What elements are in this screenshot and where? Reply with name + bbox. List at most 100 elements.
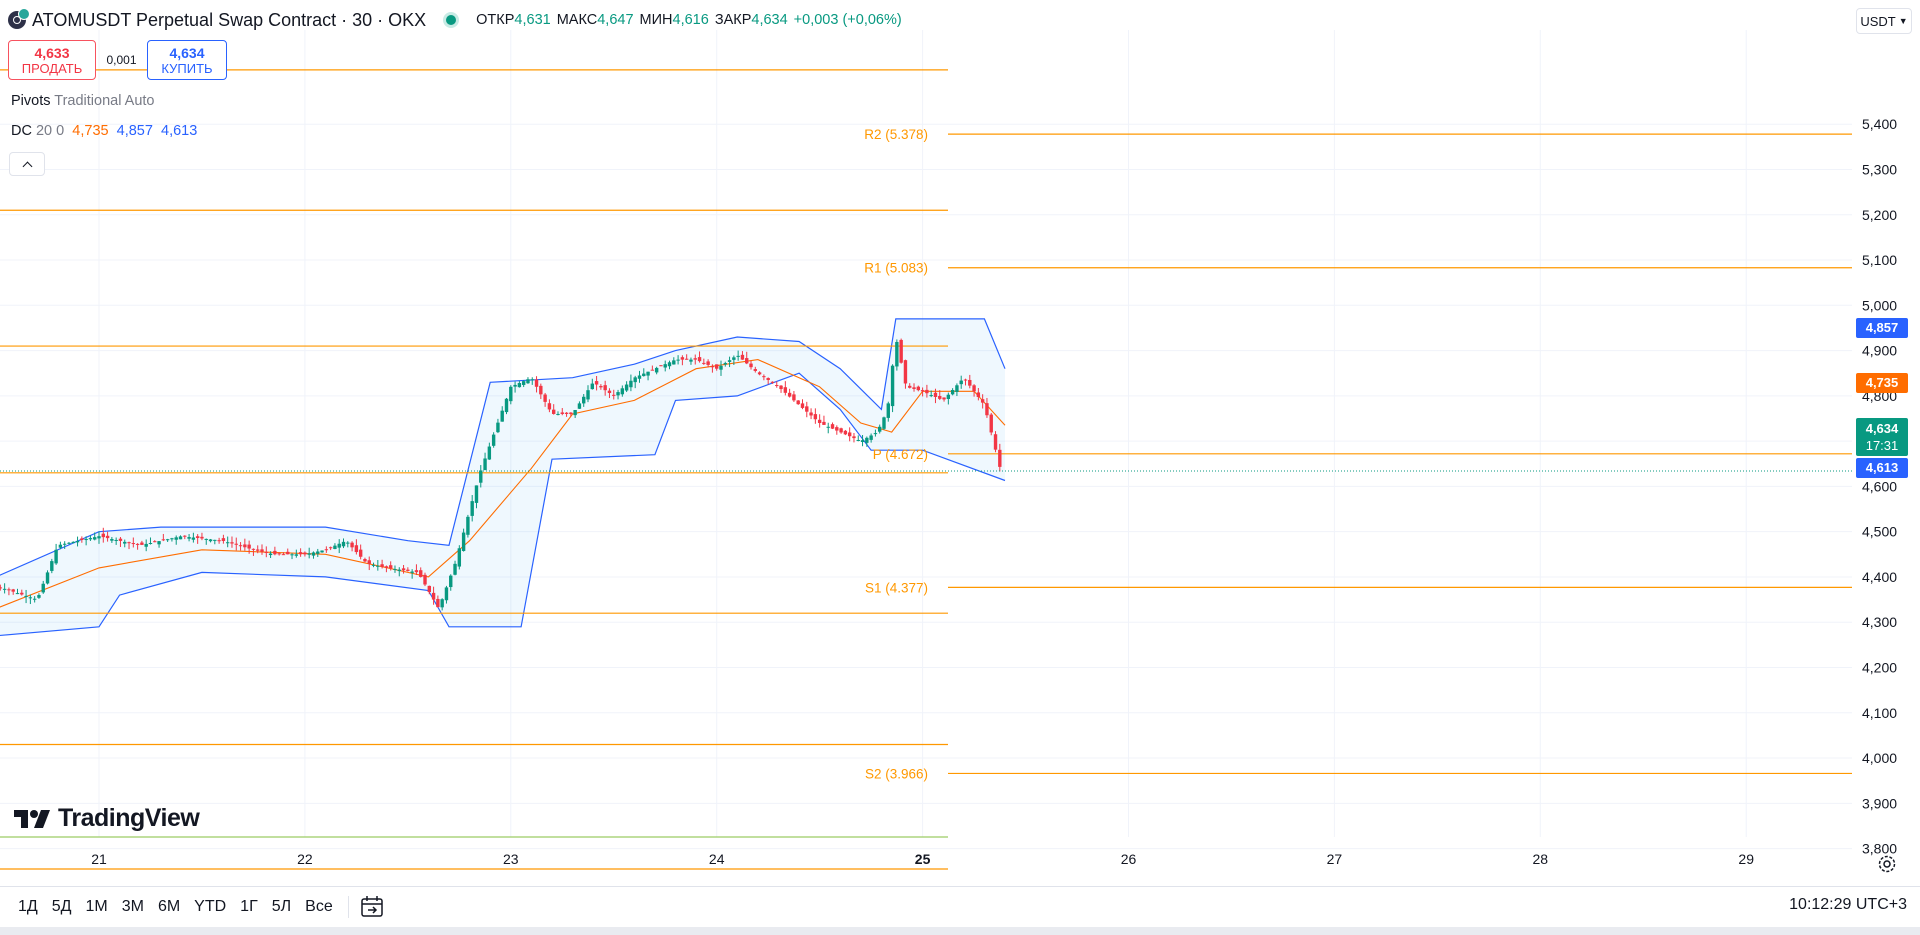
candle-body — [346, 542, 350, 544]
ohlc-values: ОТКР 4,631 МАКС 4,647 МИН 4,616 ЗАКР 4,634 +… — [470, 12, 902, 28]
candle-body — [659, 365, 663, 367]
last-price-value: 4,634 — [1865, 421, 1899, 436]
candle-body — [882, 417, 886, 429]
candle-body — [684, 358, 689, 360]
candle-body — [414, 570, 419, 573]
candle-body — [337, 543, 341, 548]
candle-body — [268, 553, 273, 556]
price-chart[interactable]: R2 (5.378) R1 (5.083) P (4.672) S1 (4.377) S… — [0, 0, 1920, 886]
candle-body — [805, 406, 809, 412]
candle-body — [612, 394, 616, 396]
candle-body — [599, 386, 603, 388]
pivot-level-label: R2 (5.378) — [864, 127, 928, 142]
candle-body — [551, 409, 556, 414]
candle-body — [470, 501, 474, 516]
candle-body — [543, 394, 547, 402]
candle-body — [251, 548, 256, 550]
currency-label: USDT — [1860, 13, 1896, 29]
candle-body — [363, 559, 367, 562]
candle-body — [732, 357, 736, 360]
bar-countdown: 17:31 — [1865, 438, 1899, 453]
candle-body — [37, 595, 41, 598]
calendar-goto-icon[interactable] — [359, 894, 385, 920]
collapse-legend-button[interactable] — [9, 152, 45, 176]
candle-body — [762, 376, 766, 378]
candle-body — [629, 380, 633, 388]
dc-upper-price-tag: 4,857 — [1856, 318, 1908, 338]
candle-body — [650, 369, 655, 371]
candle-body — [11, 589, 15, 592]
candle-body — [307, 553, 311, 555]
candle-body — [942, 397, 946, 400]
range-1y-button[interactable]: 1Г — [240, 897, 258, 915]
range-3m-button[interactable]: 3М — [121, 897, 144, 915]
candle-body — [294, 554, 299, 556]
market-status-icon[interactable] — [446, 15, 457, 25]
candle-body — [509, 386, 513, 402]
sell-button[interactable]: 4,633 ПРОДАТЬ — [8, 40, 96, 80]
candle-body — [341, 541, 346, 547]
candle-body — [963, 379, 968, 381]
candle-body — [354, 545, 359, 553]
candle-body — [783, 387, 788, 393]
buy-price: 4,634 — [169, 45, 205, 61]
pivot-level-label: S1 (4.377) — [865, 580, 928, 595]
candle-body — [809, 412, 813, 416]
range-1d-button[interactable]: 1Д — [18, 897, 38, 915]
candle-body — [946, 394, 951, 400]
dc-lower-price-tag: 4,613 — [1856, 458, 1908, 478]
candle-body — [646, 371, 650, 376]
tradingview-logo[interactable]: TradingView — [14, 804, 200, 833]
candle-body — [58, 544, 63, 548]
candle-body — [835, 427, 839, 431]
candle-body — [672, 360, 676, 365]
logo-text: TradingView — [58, 804, 200, 832]
exchange-badge-icon — [18, 8, 30, 20]
candle-body — [84, 539, 88, 541]
settings-icon[interactable] — [1876, 853, 1898, 875]
currency-selector[interactable]: USDT ▼ — [1856, 8, 1912, 34]
candle-body — [333, 545, 337, 550]
candle-body — [157, 541, 161, 545]
range-5d-button[interactable]: 5Д — [51, 897, 72, 915]
timezone-clock[interactable]: 10:12:29 UTC+3 — [1789, 896, 1907, 913]
candle-body — [290, 554, 294, 556]
candle-body — [590, 383, 595, 390]
candle-body — [792, 394, 796, 401]
x-axis-tick-label: 29 — [1738, 851, 1754, 867]
ohlc-high-label: МАКС — [556, 12, 598, 28]
candle-body — [869, 435, 873, 440]
candle-body — [303, 552, 307, 555]
range-1m-button[interactable]: 1М — [85, 897, 108, 915]
chevron-down-icon: ▼ — [1898, 16, 1908, 26]
y-axis-tick-label: 4,900 — [1862, 343, 1897, 359]
candle-body — [912, 387, 916, 389]
candle-body — [607, 390, 612, 394]
symbol-title[interactable]: ATOMUSDT Perpetual Swap Contract · 30 · … — [32, 9, 427, 30]
candle-body — [998, 449, 1002, 467]
candle-body — [736, 355, 740, 357]
candle-body — [483, 458, 487, 471]
x-axis-tick-label: 22 — [297, 851, 313, 867]
candle-body — [453, 563, 457, 575]
dc-params: 20 0 — [35, 123, 65, 139]
candle-body — [474, 485, 479, 503]
range-all-button[interactable]: Все — [305, 897, 333, 915]
pivots-legend[interactable]: Pivots Traditional Auto — [11, 93, 155, 109]
atom-coin-icon — [8, 8, 30, 29]
candle-body — [826, 426, 830, 428]
candle-body — [920, 390, 925, 392]
range-5y-button[interactable]: 5Л — [271, 897, 292, 915]
range-ytd-button[interactable]: YTD — [194, 897, 227, 915]
y-axis-tick-label: 5,000 — [1862, 297, 1897, 313]
range-6m-button[interactable]: 6М — [157, 897, 181, 915]
ohlc-low-value: 4,616 — [672, 12, 709, 28]
candle-body — [796, 400, 800, 405]
buy-button[interactable]: 4,634 КУПИТЬ — [147, 40, 227, 80]
donchian-legend[interactable]: DC 20 0 4,735 4,857 4,613 — [11, 123, 197, 139]
x-axis-tick-label: 27 — [1327, 851, 1343, 867]
candle-body — [118, 538, 123, 541]
donchian-lower-line — [0, 372, 1006, 637]
candle-body — [161, 539, 166, 541]
